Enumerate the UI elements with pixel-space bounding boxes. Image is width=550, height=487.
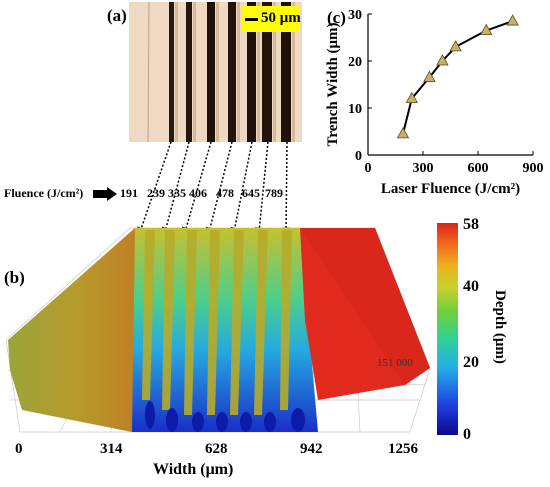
chart-data-point (480, 23, 493, 35)
surface-x-tick-0: 0 (15, 441, 23, 457)
surface-plot (5, 227, 431, 433)
colorbar-tick-58: 58 (463, 216, 479, 233)
scale-bar-label: 50 μm (261, 10, 301, 26)
scale-bar-line (245, 18, 258, 21)
arrow-478 (230, 141, 253, 237)
colorbar-tick-40: 40 (463, 278, 479, 295)
fluence-label: Fluence (J/cm²) (4, 186, 84, 200)
fluence-arrow-icon (93, 187, 117, 201)
panel-b-label: (b) (4, 268, 25, 287)
surface-x-label: Width (μm) (153, 461, 234, 478)
surface-x-tick-314: 314 (100, 441, 123, 457)
chart-x-tick-label: 0 (365, 161, 372, 176)
colorbar-tick-0: 0 (463, 426, 471, 443)
chart-x-tick-label: 300 (413, 161, 434, 176)
chart-y-label: Trench Width (μm) (325, 22, 341, 146)
micrograph-trenches (129, 2, 302, 142)
chart-y-tick-label: 10 (348, 102, 362, 117)
fluence-value-645: 645 (242, 186, 260, 200)
panel-a-label: (a) (107, 6, 127, 25)
chart-data-point (405, 91, 418, 103)
chart-data-point (506, 14, 519, 26)
surface-x-tick-628: 628 (205, 441, 228, 457)
panel-c-label: (c) (327, 8, 346, 27)
arrow-645 (254, 141, 269, 237)
fluence-value-191: 191 (120, 186, 138, 200)
chart-series-line (402, 20, 514, 135)
surface-y-axis-label: 151 000 (377, 357, 413, 369)
chart-x-tick-label: 900 (523, 161, 544, 176)
colorbar-tick-20: 20 (463, 354, 479, 371)
chart-y-tick-label: 30 (348, 8, 362, 23)
chart-data-point (423, 70, 436, 82)
chart-x-tick-label: 600 (468, 161, 489, 176)
fluence-value-406: 406 (189, 186, 207, 200)
chart-x-label: Laser Fluence (J/cm²) (381, 181, 520, 197)
arrow-789 (281, 141, 291, 237)
colorbar (437, 223, 458, 435)
surface-trench-bottoms (145, 401, 305, 432)
colorbar-label: Depth (μm) (492, 290, 508, 364)
arrow-239 (161, 141, 190, 237)
surface-x-tick-1256: 1256 (388, 441, 418, 457)
chart-data-point (396, 127, 410, 139)
micrograph-image: 50 μm (129, 2, 302, 142)
fluence-value-789: 789 (265, 186, 283, 200)
surface-left-plateau (8, 228, 148, 432)
chart-y-tick-label: 20 (348, 55, 362, 70)
surface-trench-region (132, 228, 318, 432)
arrow-406 (205, 141, 233, 237)
fluence-value-478: 478 (216, 186, 234, 200)
chart-y-tick-label: 0 (355, 149, 362, 164)
scale-bar-box: 50 μm (242, 6, 301, 32)
surface-ridges (142, 230, 292, 415)
fluence-value-335: 335 (168, 186, 186, 200)
surface-x-tick-942: 942 (300, 441, 323, 457)
chart-data-point (449, 40, 462, 52)
chart-data-point (436, 54, 449, 66)
fluence-value-239: 239 (147, 186, 165, 200)
